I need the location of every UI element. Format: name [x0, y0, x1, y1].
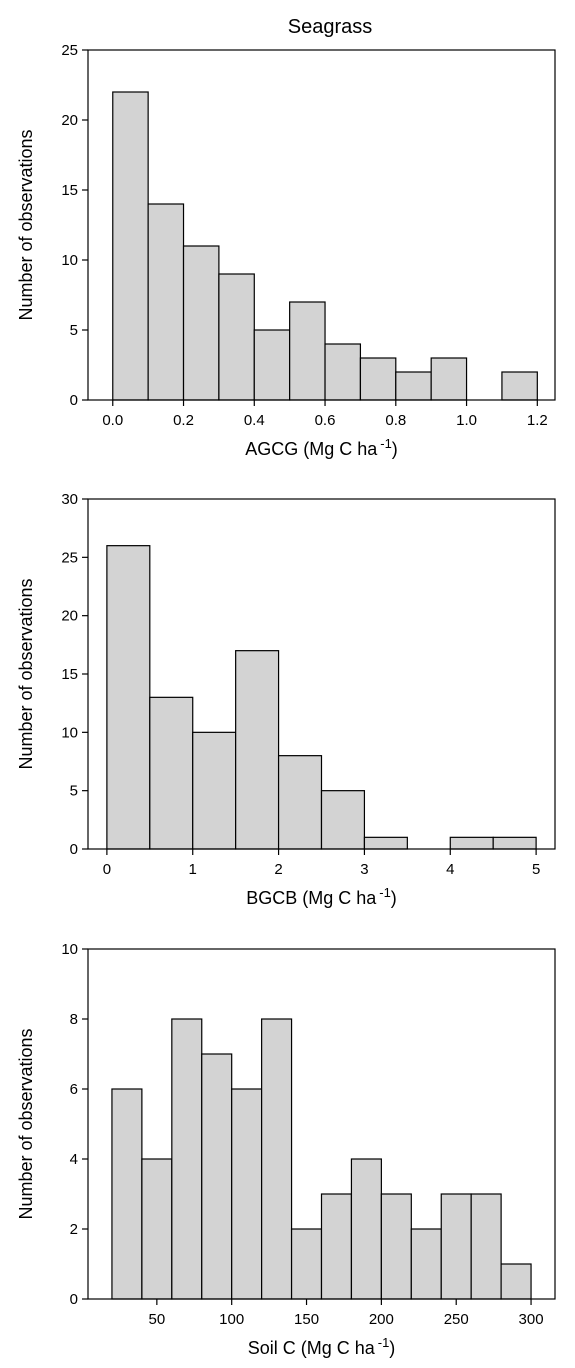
soil-c-bar: [290, 1228, 323, 1300]
bgcb-bar: [320, 790, 366, 850]
agcg-bar: [182, 245, 220, 401]
soil-c-ytick-label: 0: [70, 1291, 78, 1308]
panel-soil-c: 0 2 4 6 8 10 50 100 150 200 250 300 Number of observ…: [16, 941, 556, 1358]
agcg-bar: [147, 203, 185, 401]
agcg-bar: [218, 273, 255, 401]
bgcb-xtick-label: 0: [103, 861, 111, 878]
agcg-bar: [501, 371, 538, 401]
agcg-xtick-label: 0.0: [102, 412, 123, 429]
bgcb-ylabel: Number of observations: [16, 578, 36, 769]
soil-c-ylabel: Number of observations: [16, 1028, 36, 1219]
agcg-ytick-label: 10: [61, 252, 78, 269]
soil-c-bar: [410, 1228, 442, 1300]
bgcb-ytick-label: 10: [61, 724, 78, 741]
agcg-bar: [289, 301, 326, 401]
soil-c-bar: [470, 1193, 502, 1300]
bgcb-xlabel-main: BGCB (Mg C ha: [246, 888, 377, 908]
soil-c-bar: [141, 1158, 173, 1300]
bgcb-xtick-label: 3: [360, 861, 368, 878]
bgcb-xtick-label: 5: [532, 861, 540, 878]
soil-c-ytick-label: 2: [70, 1221, 78, 1238]
agcg-bar: [430, 357, 468, 401]
soil-c-xlabel-close: ): [389, 1338, 395, 1358]
soil-c-xlabel-main: Soil C (Mg C ha: [248, 1338, 376, 1358]
bgcb-xlabel-sup: -1: [379, 885, 391, 900]
agcg-xlabel-close: ): [392, 439, 398, 459]
bgcb-ytick-label: 25: [61, 549, 78, 566]
soil-c-xtick-label: 150: [294, 1311, 319, 1328]
bgcb-bar: [235, 650, 280, 850]
agcg-xlabel-sup: -1: [380, 436, 392, 451]
figure-title: Seagrass: [288, 16, 373, 38]
soil-c-xtick-label: 100: [219, 1311, 244, 1328]
bgcb-xlabel-close: ): [391, 888, 397, 908]
agcg-bar: [359, 357, 397, 401]
bgcb-xtick-label: 4: [446, 861, 454, 878]
soil-c-bar: [231, 1088, 263, 1300]
bgcb-bar: [492, 836, 537, 850]
soil-c-ytick-label: 6: [70, 1081, 78, 1098]
agcg-bar: [253, 329, 291, 401]
soil-c-bar: [380, 1193, 412, 1300]
agcg-xtick-label: 1.0: [456, 412, 477, 429]
agcg-xtick-label: 0.4: [244, 412, 265, 429]
agcg-xlabel-main: AGCG (Mg C ha: [245, 439, 378, 459]
soil-c-bar: [500, 1263, 532, 1300]
bgcb-bar: [449, 836, 494, 850]
agcg-ytick-label: 0: [70, 392, 78, 409]
agcg-ytick-label: 25: [61, 42, 78, 59]
bgcb-ytick-label: 30: [61, 491, 78, 508]
agcg-bar: [395, 371, 432, 401]
soil-c-bar: [261, 1018, 293, 1300]
agcg-xtick-label: 1.2: [527, 412, 548, 429]
soil-c-xtick-label: 300: [519, 1311, 544, 1328]
bgcb-bar: [277, 755, 323, 850]
agcg-xtick-label: 0.8: [385, 412, 406, 429]
soil-c-ytick-label: 10: [61, 941, 78, 958]
soil-c-bar: [111, 1088, 143, 1300]
bgcb-bar: [192, 731, 237, 850]
bgcb-ytick-label: 0: [70, 841, 78, 858]
bgcb-bar: [149, 696, 194, 850]
bgcb-ytick-label: 20: [61, 608, 78, 625]
soil-c-bar: [440, 1193, 472, 1300]
bgcb-xlabel: BGCB (Mg C ha -1): [246, 885, 397, 908]
bgcb-ytick-label: 5: [70, 783, 78, 800]
soil-c-ytick-label: 4: [70, 1151, 78, 1168]
soil-c-ytick-label: 8: [70, 1011, 78, 1028]
soil-c-xlabel: Soil C (Mg C ha -1): [248, 1335, 396, 1358]
bgcb-bar: [106, 545, 151, 850]
soil-c-bar: [320, 1193, 353, 1300]
agcg-ytick-label: 20: [61, 112, 78, 129]
bgcb-xtick-label: 2: [274, 861, 282, 878]
agcg-xtick-label: 0.2: [173, 412, 194, 429]
agcg-ylabel: Number of observations: [16, 129, 36, 320]
bgcb-bar: [363, 836, 408, 850]
soil-c-bar: [350, 1158, 382, 1300]
agcg-bar: [112, 91, 149, 401]
soil-c-xtick-label: 250: [444, 1311, 469, 1328]
agcg-ytick-label: 5: [70, 322, 78, 339]
panel-bgcb: 0 5 10 15 20 25 30 0 1 2 3 4 5 Number of observations…: [16, 491, 556, 908]
agcg-xtick-label: 0.6: [315, 412, 336, 429]
soil-c-bar: [171, 1018, 203, 1300]
bgcb-xtick-label: 1: [189, 861, 197, 878]
panel-agcg: 0 5 10 15 20 25 0.0 0.2 0.4 0.6 0.8 1.0 1.2 Number of…: [16, 42, 556, 459]
soil-c-xlabel-sup: -1: [378, 1335, 390, 1350]
soil-c-plot-frame: [87, 948, 556, 1300]
agcg-xlabel: AGCG (Mg C ha -1): [245, 436, 398, 459]
bgcb-ytick-label: 15: [61, 666, 78, 683]
agcg-bar: [324, 343, 362, 401]
soil-c-bar: [201, 1053, 233, 1300]
soil-c-xtick-label: 50: [149, 1311, 166, 1328]
agcg-plot-frame: [87, 49, 556, 401]
agcg-ytick-label: 15: [61, 182, 78, 199]
soil-c-xtick-label: 200: [369, 1311, 394, 1328]
